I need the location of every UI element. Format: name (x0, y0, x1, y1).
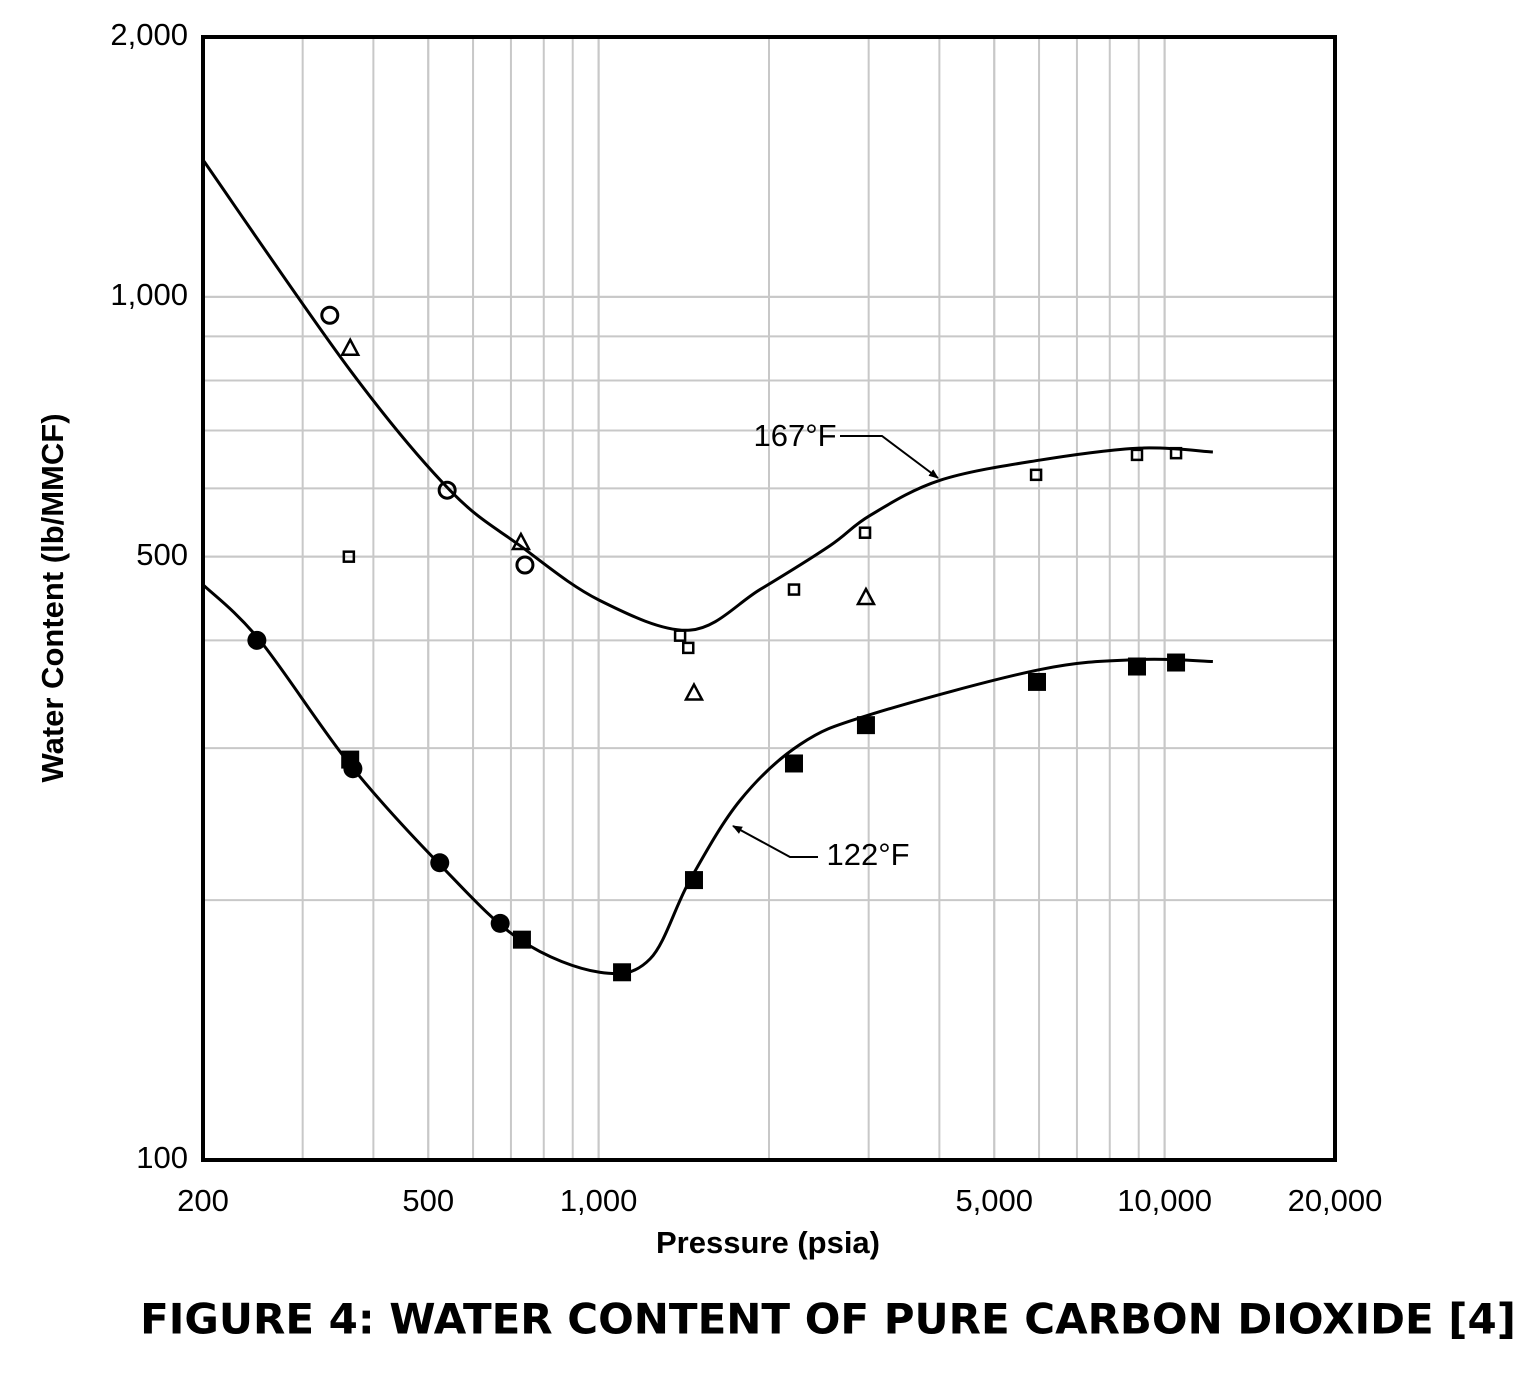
data-point (613, 963, 632, 982)
data-point (1127, 657, 1146, 676)
data-point (684, 871, 703, 890)
data-point (320, 305, 340, 325)
plot-frame (201, 35, 1337, 1162)
points (247, 305, 1186, 982)
data-point (340, 337, 361, 357)
data-point (856, 716, 875, 735)
data-point (437, 480, 457, 500)
data-point (784, 754, 803, 773)
data-point (341, 750, 360, 769)
data-point (512, 930, 531, 949)
x-tick-label: 5,000 (955, 1183, 1033, 1218)
data-point (430, 853, 450, 873)
data-point (1169, 446, 1183, 460)
data-point (342, 550, 356, 563)
annotation-arrow (840, 435, 939, 479)
data-point (858, 526, 872, 539)
data-point (787, 583, 801, 596)
x-tick-label: 1,000 (560, 1183, 638, 1218)
curve-label: 167°F (753, 418, 836, 453)
grid (202, 36, 1336, 1161)
data-point (510, 531, 532, 551)
data-point (1167, 653, 1186, 672)
data-point (855, 586, 877, 606)
y-tick-label: 1,000 (110, 277, 188, 312)
y-tick-label: 500 (136, 537, 188, 572)
data-point (682, 641, 695, 655)
y-axis-title: Water Content (lb/MMCF) (35, 413, 70, 782)
x-axis-title: Pressure (psia) (656, 1225, 880, 1260)
y-tick-label: 100 (136, 1140, 188, 1175)
curve (201, 159, 1213, 632)
data-point (683, 681, 705, 701)
data-point (1130, 448, 1144, 462)
annotation-arrow (732, 825, 818, 858)
x-tick-label: 20,000 (1288, 1183, 1383, 1218)
data-point (247, 630, 267, 650)
curve (201, 583, 1213, 976)
figure-caption: FIGURE 4: WATER CONTENT OF PURE CARBON D… (140, 1295, 1516, 1344)
x-tick-label: 200 (177, 1183, 229, 1218)
y-tick-label: 2,000 (110, 17, 188, 52)
data-point (673, 629, 687, 642)
data-point (1027, 672, 1046, 691)
data-point (515, 555, 535, 575)
x-tick-label: 10,000 (1117, 1183, 1212, 1218)
curve-label: 122°F (826, 837, 909, 872)
data-point (1029, 468, 1043, 482)
x-tick-label: 500 (402, 1183, 454, 1218)
curves (201, 159, 1213, 976)
data-point (490, 913, 510, 933)
